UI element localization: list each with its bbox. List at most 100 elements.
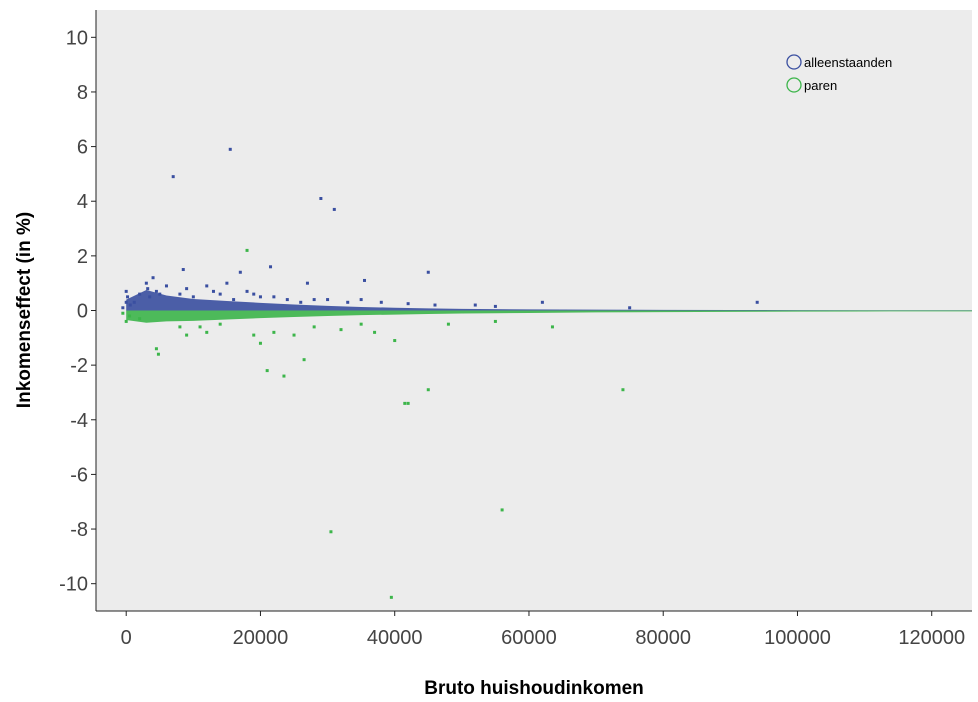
x-tick-label: 60000 <box>501 627 557 649</box>
point-paren <box>138 317 142 321</box>
point-paren <box>218 322 222 326</box>
point-alleenstaanden <box>285 298 289 302</box>
point-alleenstaanden <box>272 295 276 299</box>
point-alleenstaanden <box>540 300 544 304</box>
point-paren <box>500 508 504 512</box>
point-alleenstaanden <box>126 295 130 299</box>
y-tick-label: -10 <box>59 574 88 596</box>
point-alleenstaanden <box>755 300 759 304</box>
point-paren <box>446 322 450 326</box>
point-alleenstaanden <box>379 300 383 304</box>
point-alleenstaanden <box>426 270 430 274</box>
y-tick-label: 10 <box>66 27 88 49</box>
point-alleenstaanden <box>269 265 273 269</box>
point-alleenstaanden <box>144 281 148 285</box>
point-paren <box>128 314 132 318</box>
point-paren <box>258 341 262 345</box>
point-alleenstaanden <box>138 292 142 296</box>
point-alleenstaanden <box>164 284 168 288</box>
point-paren <box>406 401 410 405</box>
point-alleenstaanden <box>191 295 195 299</box>
point-alleenstaanden <box>359 298 363 302</box>
legend: alleenstaanden paren <box>786 54 892 93</box>
point-alleenstaanden <box>228 147 232 151</box>
point-paren <box>272 330 276 334</box>
point-paren <box>339 328 343 332</box>
point-paren <box>403 401 407 405</box>
point-alleenstaanden <box>332 207 336 211</box>
point-paren <box>178 325 182 329</box>
point-alleenstaanden <box>299 300 303 304</box>
point-alleenstaanden <box>252 292 256 296</box>
y-tick-label: 2 <box>77 246 88 268</box>
y-axis-title: Inkomenseffect (in %) <box>14 212 35 408</box>
point-paren <box>373 330 377 334</box>
point-paren <box>359 322 363 326</box>
point-paren <box>156 352 160 356</box>
point-paren <box>198 325 202 329</box>
y-tick-label: 6 <box>77 137 88 159</box>
point-alleenstaanden <box>148 295 152 299</box>
point-alleenstaanden <box>319 196 323 200</box>
point-paren <box>389 595 393 599</box>
point-alleenstaanden <box>154 289 158 293</box>
point-alleenstaanden <box>238 270 242 274</box>
y-tick-label: 0 <box>77 301 88 323</box>
x-tick-label: 40000 <box>367 627 423 649</box>
band-alleenstaanden <box>126 290 972 311</box>
point-alleenstaanden <box>628 306 632 310</box>
point-alleenstaanden <box>433 303 437 307</box>
legend-marker-alleenstaanden <box>786 54 802 70</box>
point-alleenstaanden <box>326 298 330 302</box>
point-paren <box>245 248 249 252</box>
point-paren <box>185 333 189 337</box>
x-tick-label: 0 <box>121 627 132 649</box>
x-axis-ticks: 0 20000 40000 60000 80000 100000 120000 <box>121 611 965 649</box>
point-alleenstaanden <box>124 289 128 293</box>
point-alleenstaanden <box>346 300 350 304</box>
point-alleenstaanden <box>171 175 175 179</box>
point-paren <box>426 388 430 392</box>
point-alleenstaanden <box>473 303 477 307</box>
data-points <box>121 147 759 599</box>
y-axis-ticks: 10 8 6 4 2 0 -2 -4 -6 -8 -10 <box>59 27 96 596</box>
y-tick-label: -4 <box>70 410 88 432</box>
point-alleenstaanden <box>178 292 182 296</box>
point-paren <box>265 369 269 373</box>
point-alleenstaanden <box>312 298 316 302</box>
point-alleenstaanden <box>181 268 185 272</box>
point-paren <box>329 530 333 534</box>
point-alleenstaanden <box>158 292 162 296</box>
point-paren <box>621 388 625 392</box>
point-alleenstaanden <box>232 298 236 302</box>
point-alleenstaanden <box>146 287 150 291</box>
point-alleenstaanden <box>205 284 209 288</box>
point-alleenstaanden <box>225 281 229 285</box>
point-alleenstaanden <box>124 300 128 304</box>
point-paren <box>550 325 554 329</box>
x-axis-title: Bruto huishoudinkomen <box>424 678 644 699</box>
legend-label-alleenstaanden: alleenstaanden <box>804 55 892 70</box>
legend-marker-paren <box>786 77 802 93</box>
point-alleenstaanden <box>132 300 136 304</box>
point-paren <box>302 358 306 362</box>
point-alleenstaanden <box>406 302 410 306</box>
point-paren <box>282 374 286 378</box>
point-alleenstaanden <box>128 303 132 307</box>
series-density-bands <box>126 290 972 323</box>
legend-label-paren: paren <box>804 78 837 93</box>
point-alleenstaanden <box>363 278 367 282</box>
point-alleenstaanden <box>211 289 215 293</box>
point-alleenstaanden <box>218 292 222 296</box>
band-paren <box>126 310 972 323</box>
point-paren <box>292 333 296 337</box>
point-alleenstaanden <box>121 306 125 310</box>
y-tick-label: 4 <box>77 191 88 213</box>
y-tick-label: -6 <box>70 464 88 486</box>
point-paren <box>205 330 209 334</box>
x-tick-label: 20000 <box>233 627 289 649</box>
point-paren <box>312 325 316 329</box>
point-paren <box>154 347 158 351</box>
point-paren <box>121 311 125 315</box>
